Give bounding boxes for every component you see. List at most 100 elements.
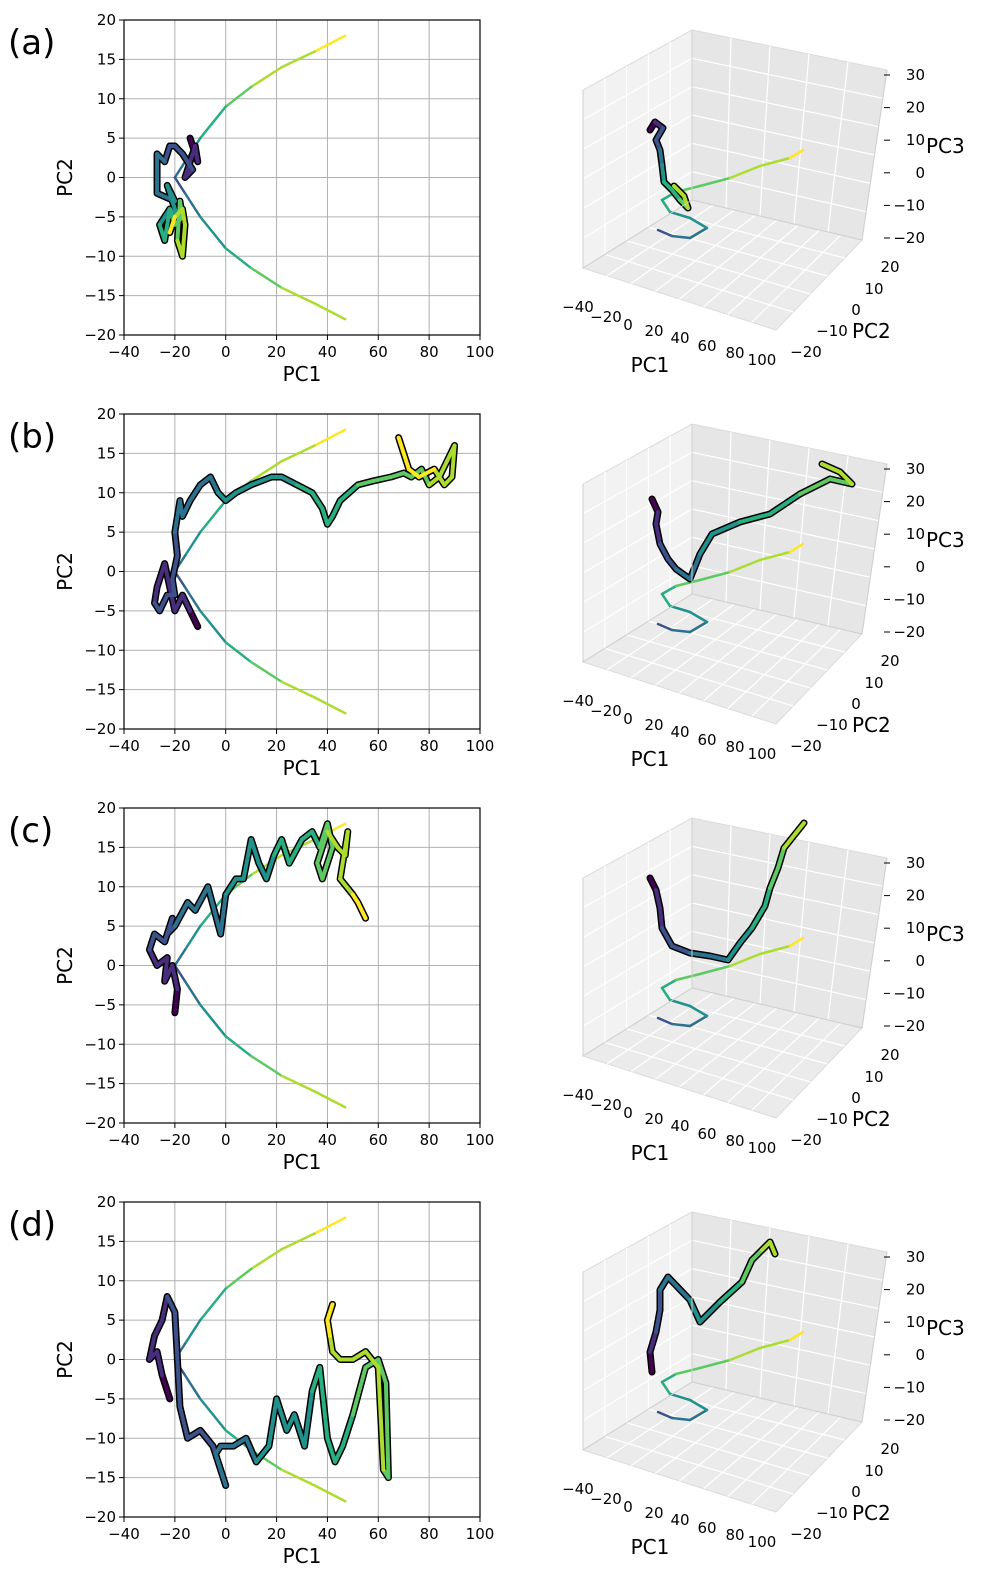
trajectory-3d-segment	[654, 1308, 662, 1334]
trajectory-3d-segment	[698, 532, 714, 556]
left-gridline	[582, 508, 693, 574]
trajectory-3d-segment	[660, 163, 666, 184]
trajectory-segment	[292, 1412, 307, 1449]
tick-label-x3d: 60	[697, 1125, 716, 1143]
reference-segment	[313, 34, 347, 53]
trajectory-segment	[450, 443, 457, 479]
trajectory-segment	[363, 1349, 381, 1370]
left-gridline	[582, 959, 693, 1027]
reference-3d-segment	[656, 1016, 674, 1026]
trajectory-segment	[320, 845, 335, 881]
trajectory-3d-segment	[658, 542, 670, 561]
y-axis-label: PC2	[53, 946, 77, 985]
trajectory-segment	[167, 585, 177, 613]
trajectory-segment	[180, 498, 193, 519]
trajectory-segment	[172, 530, 180, 558]
reference-3d-segment	[660, 978, 678, 990]
tick-label-y: −5	[94, 1390, 116, 1408]
trajectory-segment	[389, 471, 406, 479]
floor-gridline	[703, 618, 799, 702]
tick-label-x3d: −40	[562, 1480, 594, 1498]
trajectory-segment	[183, 144, 198, 180]
panel-label: (d)	[8, 1205, 56, 1245]
reference-3d-segment	[670, 628, 692, 634]
trajectory-3d-segment	[738, 512, 772, 524]
tick-label-x3d: 100	[748, 351, 777, 369]
trajectory-segment	[157, 593, 170, 613]
trajectory-segment	[177, 1404, 190, 1441]
tick-label-x3d: 40	[670, 329, 689, 347]
trajectory-3d-segment	[776, 846, 786, 870]
floor-gridline	[606, 204, 714, 277]
tick-label-x: 40	[318, 1525, 337, 1543]
trajectory-3d-segment	[768, 492, 802, 516]
reference-segment	[313, 1216, 347, 1235]
y-axis-label: PC2	[53, 552, 77, 591]
reference-3d-segment	[788, 1330, 805, 1342]
box-edge	[582, 593, 693, 663]
trajectory-outline	[145, 1293, 392, 1489]
floor-gridline	[655, 1396, 757, 1474]
tick-label-z: 10	[906, 1313, 925, 1331]
reference-segment	[173, 948, 187, 967]
trajectory-segment	[284, 1412, 297, 1433]
tick-label-x3d: 80	[725, 1526, 744, 1544]
tick-label-y: −5	[94, 602, 116, 620]
tick-label-x3d: 0	[623, 1104, 633, 1122]
floor-gridline	[727, 1411, 820, 1497]
trajectory-segment	[160, 1294, 170, 1323]
trajectory-segment	[180, 151, 195, 172]
tick-label-x3d: 100	[748, 1533, 777, 1551]
tick-label-x3d: 40	[670, 1117, 689, 1135]
trajectory-segment	[233, 482, 254, 495]
reference-segment	[313, 1090, 347, 1109]
x3d-axis-label: PC1	[631, 1535, 670, 1559]
trajectory-segment	[396, 435, 411, 472]
tick-label-x: −20	[159, 1131, 191, 1149]
tick-label-x3d: 20	[644, 1504, 663, 1522]
trajectory-segment	[432, 467, 447, 487]
floor-gridline	[604, 647, 794, 707]
trajectory-3d-segment	[738, 926, 754, 945]
tick-label-y3d: 0	[851, 301, 861, 319]
tick-label-x: 80	[420, 1525, 439, 1543]
panel-b: (b)−40 −20 0 20 40 60 80 10020151050−5−10−15−20…	[8, 405, 965, 780]
reference-3d-segment	[668, 604, 692, 614]
trajectory-3d-segment	[820, 462, 842, 474]
tick-label-x: 100	[466, 737, 495, 755]
reference-3d-segment	[688, 1398, 709, 1412]
tick-label-z: −10	[893, 984, 925, 1002]
reference-3d-segment	[660, 1372, 678, 1384]
reference-3d-segment	[788, 542, 805, 554]
trajectory-segment	[152, 1318, 165, 1338]
y-axis-label: PC2	[53, 158, 77, 197]
tick-label-y3d: −10	[816, 716, 848, 734]
tick-label-z: −20	[893, 623, 925, 641]
reference-segment	[249, 266, 283, 289]
z-axis-label: PC3	[926, 922, 965, 946]
trajectory-segment	[279, 475, 299, 487]
tick-label-x: 20	[267, 343, 286, 361]
tick-label-x3d: 100	[748, 1139, 777, 1157]
trajectory-segment	[327, 1333, 335, 1354]
trajectory-segment	[274, 1396, 289, 1433]
tick-label-y3d: 10	[864, 674, 883, 692]
left-gridline	[582, 480, 693, 544]
trajectory-segment	[162, 207, 172, 243]
trajectory-3d-segment	[658, 906, 664, 930]
reference-3d-segment	[788, 148, 805, 160]
trajectory-segment	[170, 577, 177, 598]
trajectory-segment	[279, 837, 292, 866]
reference-segment	[313, 302, 347, 321]
floor-gridline	[679, 1007, 778, 1088]
trajectory-segment	[162, 561, 172, 590]
trajectory-segment	[371, 475, 393, 483]
tick-label-x: 100	[466, 1131, 495, 1149]
floor-gridline	[648, 620, 828, 671]
reference-3d-segment	[668, 998, 692, 1008]
trajectory-3d-segment	[650, 497, 660, 514]
tick-label-z: 0	[915, 164, 925, 182]
back-gridline	[691, 845, 883, 887]
reference-3d-segment	[660, 584, 678, 596]
